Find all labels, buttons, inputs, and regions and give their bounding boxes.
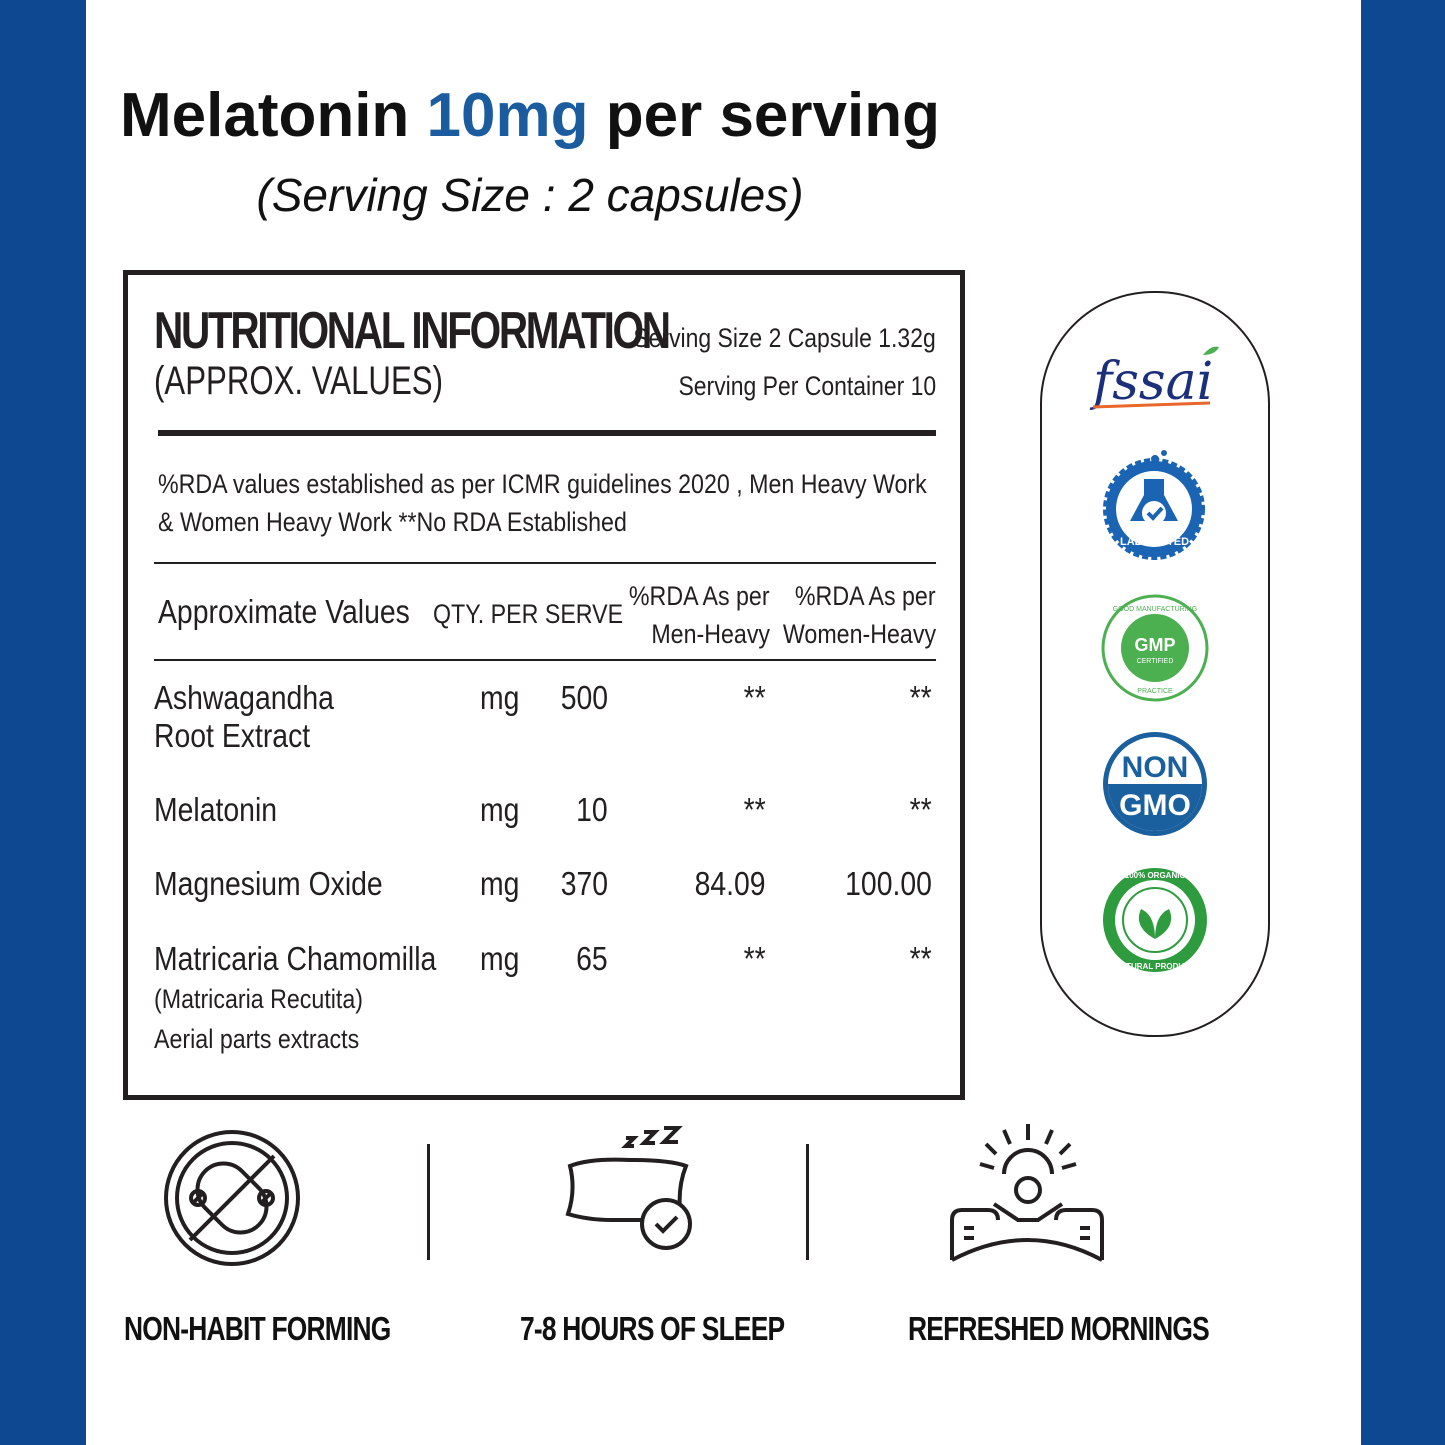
- page-title: Melatonin 10mg per serving: [119, 81, 940, 150]
- ingredient-rda-men: **: [743, 940, 766, 977]
- svg-text:NON: NON: [1122, 751, 1189, 784]
- serving-size-subtitle: (Serving Size : 2 capsules): [256, 169, 804, 221]
- no-pill-icon: [162, 1128, 302, 1273]
- ingredient-rda-men: **: [743, 791, 766, 828]
- ingredient-rda-men: 84.09: [694, 865, 766, 902]
- feature-label-non-habit: NON-HABIT FORMING: [124, 1310, 391, 1347]
- ingredient-qty: 65: [576, 940, 608, 977]
- serving-size-text: Serving Size 2 Capsule 1.32g: [633, 323, 936, 353]
- ingredient-rda-women: **: [909, 940, 932, 977]
- panel-title: NUTRITIONAL INFORMATION: [154, 302, 671, 360]
- organic-badge: 100% ORGANIC NATURAL PRODUCT: [1100, 865, 1210, 980]
- right-blue-border: [1361, 0, 1445, 1445]
- non-gmo-badge: NON GMO: [1100, 729, 1210, 844]
- svg-text:NATURAL PRODUCT: NATURAL PRODUCT: [1115, 962, 1195, 971]
- ingredient-name: Melatonin: [154, 791, 278, 828]
- panel-divider-thick: [158, 430, 936, 436]
- ingredient-rda-men: **: [743, 679, 766, 716]
- servings-per-container-text: Serving Per Container 10: [678, 371, 936, 401]
- feature-divider: [427, 1144, 430, 1260]
- svg-text:GOOD MANUFACTURING: GOOD MANUFACTURING: [1113, 606, 1197, 613]
- left-blue-border: [0, 0, 86, 1445]
- nutrition-panel: NUTRITIONAL INFORMATION (APPROX. VALUES)…: [123, 270, 965, 1100]
- gmp-certified-badge: GMP CERTIFIED GOOD MANUFACTURING PRACTIC…: [1100, 593, 1210, 708]
- panel-divider: [154, 562, 936, 564]
- rda-note: %RDA values established as per ICMR guid…: [158, 469, 927, 537]
- ingredient-unit: mg: [480, 679, 520, 716]
- column-header-name: Approximate Values: [158, 593, 410, 630]
- ingredient-name: Magnesium Oxide: [154, 865, 383, 902]
- lab-tested-badge: LAB TESTED: [1098, 445, 1212, 570]
- feature-label-mornings: REFRESHED MORNINGS: [908, 1310, 1210, 1347]
- dose-highlight: 10mg: [426, 81, 589, 150]
- feature-divider: [806, 1144, 809, 1260]
- svg-text:PRACTICE: PRACTICE: [1137, 688, 1173, 695]
- pillow-sleep-icon: [562, 1126, 692, 1261]
- ingredient-name: Matricaria Chamomilla (Matricaria Recutit…: [154, 940, 437, 1054]
- ingredient-qty: 370: [560, 865, 608, 902]
- header-divider: [154, 659, 936, 661]
- svg-text:fssai: fssai: [1089, 352, 1213, 412]
- feature-label-sleep: 7-8 HOURS OF SLEEP: [520, 1310, 785, 1347]
- panel-subtitle: (APPROX. VALUES): [154, 359, 443, 403]
- ingredient-unit: mg: [480, 791, 520, 828]
- svg-text:LAB TESTED: LAB TESTED: [1120, 536, 1189, 548]
- column-header-qty: QTY. PER SERVE: [433, 599, 624, 629]
- ingredient-rda-women: **: [909, 791, 932, 828]
- column-header-rda-men: %RDA As per Men-Heavy: [629, 581, 770, 649]
- svg-text:GMO: GMO: [1119, 789, 1191, 822]
- ingredient-rda-women: **: [909, 679, 932, 716]
- column-header-rda-women: %RDA As per Women-Heavy: [782, 581, 936, 649]
- ingredient-rda-women: 100.00: [845, 865, 932, 902]
- ingredient-qty: 10: [576, 791, 608, 828]
- svg-text:CERTIFIED: CERTIFIED: [1137, 658, 1174, 665]
- sunrise-wakeup-icon: [944, 1120, 1110, 1271]
- ingredient-unit: mg: [480, 865, 520, 902]
- ingredient-name: Ashwagandha Root Extract: [154, 679, 334, 754]
- svg-text:GMP: GMP: [1134, 635, 1175, 655]
- fssai-logo: fssai: [1085, 337, 1225, 422]
- svg-text:100% ORGANIC: 100% ORGANIC: [1125, 871, 1186, 880]
- ingredient-unit: mg: [480, 940, 520, 977]
- ingredient-qty: 500: [560, 679, 608, 716]
- certification-badges: fssai LAB TESTED GMP CERTIFIED GOOD MANU…: [1040, 291, 1270, 1037]
